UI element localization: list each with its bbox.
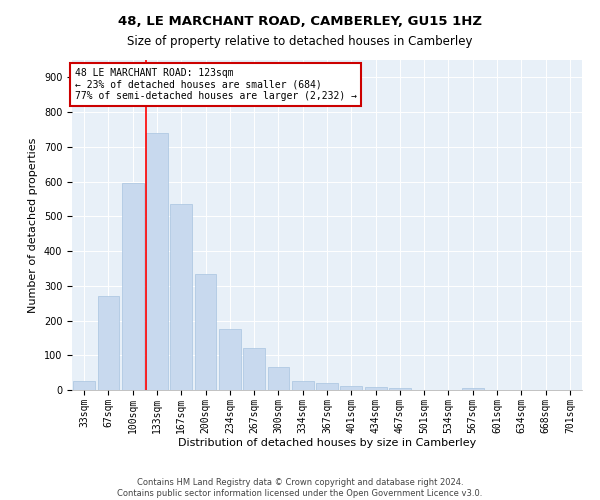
Bar (194, 274, 217, 390)
Bar (268, 368, 289, 390)
Bar (219, 329, 241, 390)
Text: 48 LE MARCHANT ROAD: 123sqm
← 23% of detached houses are smaller (684)
77% of se: 48 LE MARCHANT ROAD: 123sqm ← 23% of det… (74, 68, 356, 102)
Bar (73, 382, 95, 390)
Bar (462, 388, 484, 390)
Bar (316, 383, 338, 390)
Bar (243, 348, 265, 390)
Text: Size of property relative to detached houses in Camberley: Size of property relative to detached ho… (127, 35, 473, 48)
Bar (389, 388, 411, 390)
Y-axis label: Number of detached properties: Number of detached properties (28, 138, 38, 312)
Bar (292, 382, 314, 390)
X-axis label: Distribution of detached houses by size in Camberley: Distribution of detached houses by size … (178, 438, 476, 448)
Bar (122, 184, 143, 390)
Text: Contains HM Land Registry data © Crown copyright and database right 2024.
Contai: Contains HM Land Registry data © Crown c… (118, 478, 482, 498)
Text: 48, LE MARCHANT ROAD, CAMBERLEY, GU15 1HZ: 48, LE MARCHANT ROAD, CAMBERLEY, GU15 1H… (118, 15, 482, 28)
Bar (146, 133, 168, 390)
Bar (365, 387, 386, 390)
Bar (340, 386, 362, 390)
Bar (97, 296, 119, 390)
Bar (170, 204, 192, 390)
